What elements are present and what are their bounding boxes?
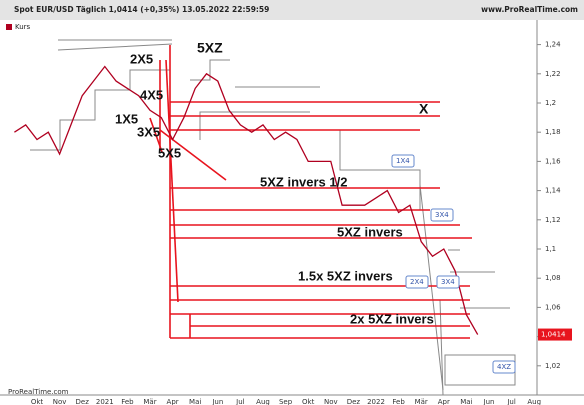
level-lines <box>149 45 472 339</box>
annotation: 2X5 <box>130 51 153 66</box>
x-tick-label: Jul <box>506 398 516 405</box>
annotation-box <box>391 154 415 168</box>
x-tick-label: Dez <box>347 398 361 405</box>
x-tick-label: Okt <box>302 398 315 405</box>
header-title: Spot EUR/USD Täglich 1,0414 (+0,35%) 13.… <box>14 5 269 14</box>
annotation: 4XZ <box>497 363 511 371</box>
annotation-box <box>492 360 516 374</box>
y-tick-label: 1,16 <box>545 157 561 165</box>
y-tick-label: 1,06 <box>545 303 561 311</box>
header-site: www.ProRealTime.com <box>481 5 578 14</box>
x-tick-label: Mär <box>143 398 156 405</box>
annotation: 1X5 <box>115 111 138 126</box>
x-tick-label: Aug <box>527 398 541 405</box>
x-tick-label: Jun <box>211 398 223 405</box>
y-tick-label: 1,24 <box>545 41 561 49</box>
x-tick-label: Mai <box>189 398 201 405</box>
annotation: 4X5 <box>140 87 163 102</box>
last-price-label: 1,0414 <box>541 331 566 339</box>
annotation: 1X4 <box>396 157 410 165</box>
x-tick-label: Sep <box>279 398 293 405</box>
y-tick-label: 1,14 <box>545 187 561 195</box>
y-tick-label: 1,02 <box>545 362 561 370</box>
x-tick-label: Feb <box>392 398 405 405</box>
x-tick-label: Feb <box>121 398 134 405</box>
footer: ProRealTime.com <box>8 388 69 396</box>
y-tick-label: 1,18 <box>545 128 561 136</box>
x-tick-label: Dez <box>76 398 90 405</box>
annotation-box <box>430 208 454 222</box>
y-tick-label: 1,1 <box>545 245 556 253</box>
x-tick-label: Mai <box>460 398 472 405</box>
annotation-box <box>405 275 429 289</box>
annotation: 2x 5XZ invers <box>350 311 434 326</box>
annotation: 3X4 <box>435 211 449 219</box>
x-tick-label: 2021 <box>96 398 114 405</box>
annotation: 5X5 <box>158 145 181 160</box>
x-tick-label: 2022 <box>367 398 385 405</box>
price-line <box>14 65 479 335</box>
legend-swatch <box>6 24 12 30</box>
x-tick-label: Mär <box>415 398 428 405</box>
annotation-box <box>436 275 460 289</box>
y-tick-label: 1,22 <box>545 70 561 78</box>
x-tick-label: Okt <box>31 398 44 405</box>
x-tick-label: Aug <box>256 398 270 405</box>
annotation: 3X4 <box>441 278 455 286</box>
annotation: X <box>419 101 429 117</box>
annotation: 5XZ invers <box>337 224 403 239</box>
annotation: 1.5x 5XZ invers <box>298 268 393 283</box>
legend-label: Kurs <box>15 23 31 31</box>
x-tick-label: Jun <box>483 398 495 405</box>
annotation: 5XZ <box>197 40 223 56</box>
x-tick-label: Nov <box>53 398 67 405</box>
x-tick-label: Nov <box>324 398 338 405</box>
x-tick-label: Apr <box>438 398 450 405</box>
x-tick-label: Jul <box>235 398 245 405</box>
annotation: 2X4 <box>410 278 424 286</box>
y-tick-label: 1,08 <box>545 274 561 282</box>
header-bar <box>0 0 584 20</box>
y-tick-label: 1,12 <box>545 216 561 224</box>
x-tick-label: Apr <box>167 398 179 405</box>
y-tick-label: 1,2 <box>545 99 556 107</box>
annotation: 3X5 <box>137 124 160 139</box>
last-price-box <box>538 328 572 341</box>
annotation: 5XZ invers 1/2 <box>260 174 347 189</box>
